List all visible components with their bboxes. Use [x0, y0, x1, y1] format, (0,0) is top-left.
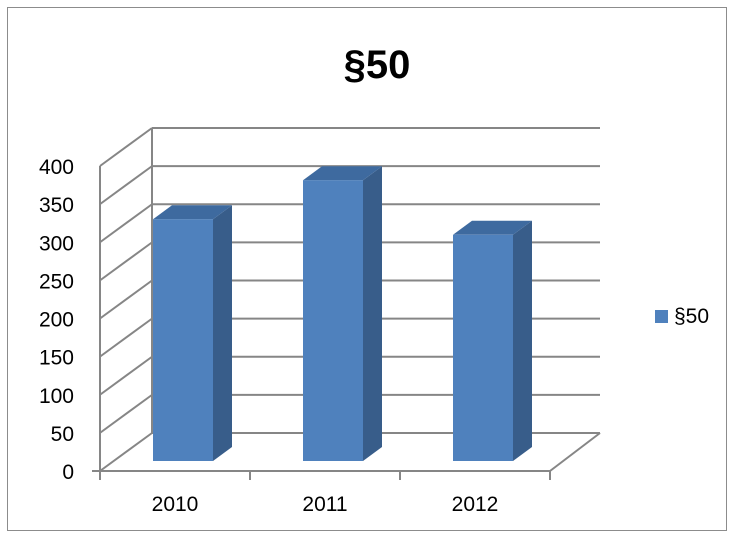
y-tick-label: 100 — [39, 385, 74, 408]
gridline-side — [99, 394, 153, 434]
gridline-side — [99, 127, 153, 167]
gridline-side — [99, 317, 153, 358]
y-tick-label: 350 — [39, 194, 74, 217]
y-tick-label: 250 — [39, 270, 74, 293]
x-tick-label: 2011 — [302, 493, 347, 516]
x-tick-label: 2012 — [452, 493, 499, 516]
y-tick-label: 50 — [51, 423, 74, 446]
bar-side — [363, 166, 382, 461]
y-axis-tick-labels: 0 50 100 150 200 250 300 350 400 — [39, 156, 74, 484]
y-tick-label: 200 — [39, 309, 74, 332]
legend: §50 — [655, 305, 709, 328]
gridline-side — [99, 165, 153, 205]
y-tick-label: 0 — [62, 461, 74, 484]
legend-label: §50 — [674, 305, 709, 328]
bar-2012 — [453, 220, 532, 461]
y-tick-label: 150 — [39, 347, 74, 370]
x-tick-label: 2010 — [152, 493, 199, 516]
bar — [453, 234, 513, 461]
y-tick-label: 400 — [39, 156, 74, 179]
bar-top — [153, 205, 232, 220]
bars — [153, 166, 532, 461]
bar-side — [513, 220, 532, 461]
x-axis-tick-labels: 2010 2011 2012 — [152, 493, 499, 516]
bar-top — [303, 166, 382, 181]
floor-right-edge — [549, 432, 601, 472]
bar — [303, 180, 363, 461]
bar-2010 — [153, 205, 232, 461]
gridline-side — [99, 279, 153, 320]
chart-title: §50 — [344, 43, 411, 87]
bar-top — [453, 220, 532, 235]
floor-side-edge — [99, 432, 153, 472]
bar — [153, 219, 213, 461]
bar-2011 — [303, 166, 382, 461]
gridline-side — [99, 355, 153, 396]
y-tick-label: 300 — [39, 232, 74, 255]
gridline-side — [99, 241, 153, 282]
legend-swatch — [655, 310, 668, 323]
gridline-side — [99, 203, 153, 244]
bar-side — [213, 205, 232, 461]
